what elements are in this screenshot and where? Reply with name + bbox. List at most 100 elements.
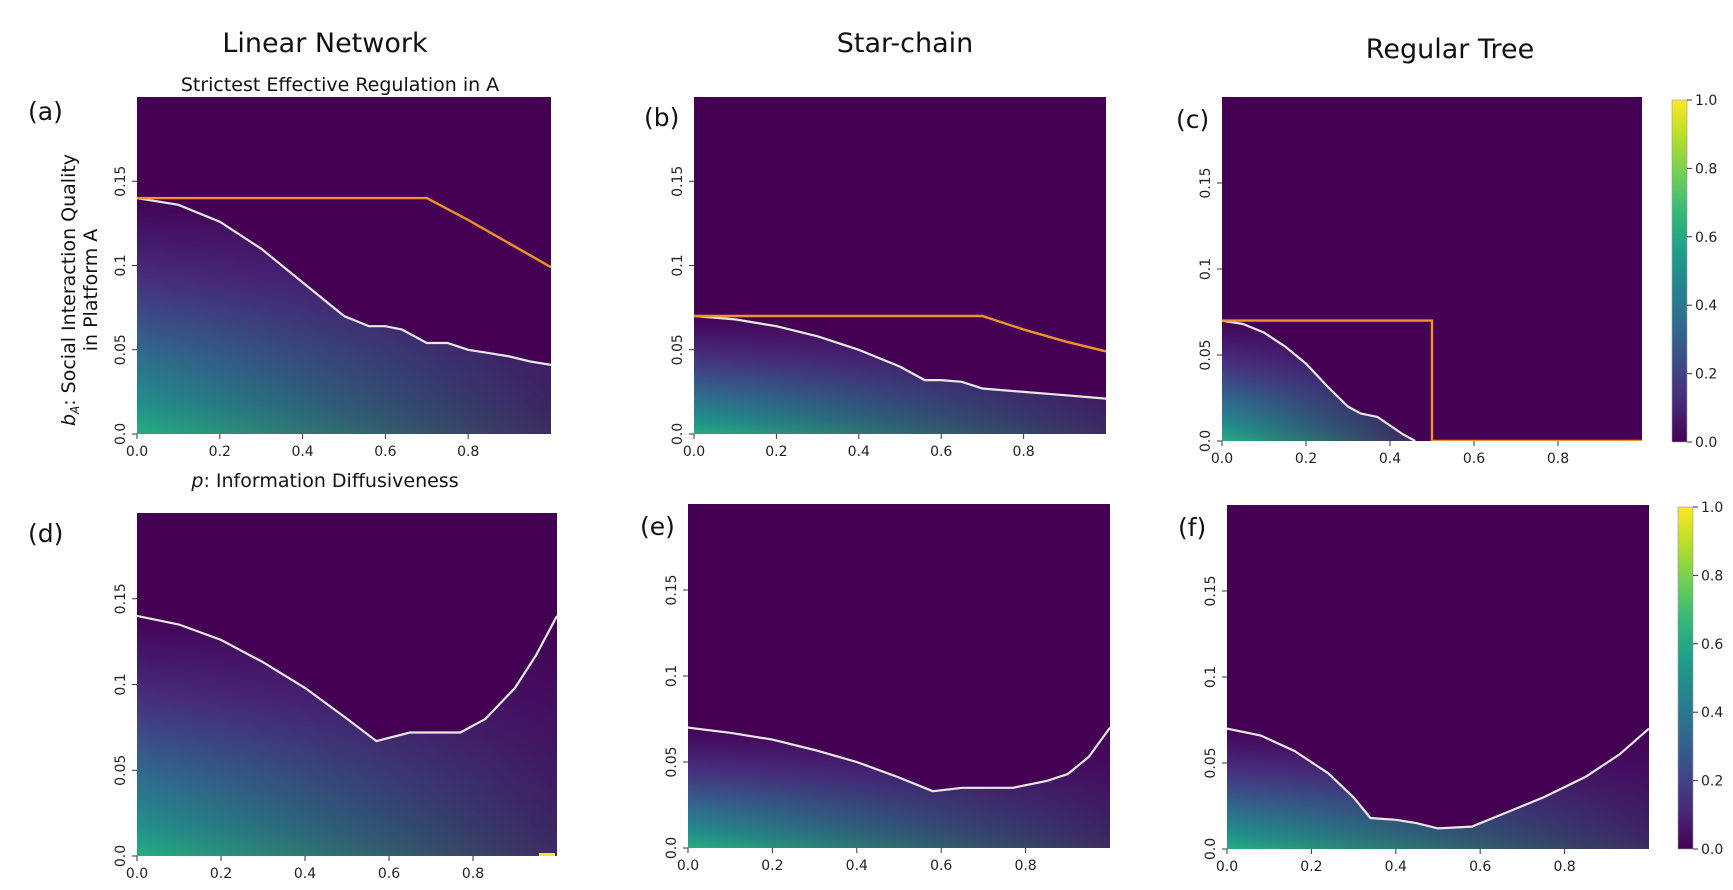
x-tick-label: 0.0 bbox=[126, 866, 148, 882]
heatmap-shading bbox=[688, 727, 1110, 848]
x-tick-label: 0.6 bbox=[378, 866, 400, 882]
colorbar-tick-label: 1.0 bbox=[1701, 500, 1723, 516]
panel-f: 0.0 0.2 0.4 0.6 0.8 0.0 0.05 0.1 0.15 (f) bbox=[1178, 505, 1649, 875]
colorbar-scale bbox=[1677, 506, 1694, 850]
y-tick-label: 0.15 bbox=[113, 583, 129, 614]
x-tick-label: 0.8 bbox=[462, 866, 484, 882]
x-tick-label: 0.2 bbox=[210, 866, 232, 882]
boundary-line bbox=[137, 614, 557, 743]
panel-label: (b) bbox=[644, 103, 679, 132]
y-axis-label: bA: Social Interaction Quality in Platfo… bbox=[58, 154, 102, 426]
y-tick-label: 0.0 bbox=[670, 423, 686, 445]
y-tick-label: 0.05 bbox=[113, 755, 129, 786]
x-tick-label: 0.2 bbox=[765, 444, 787, 460]
y-axis-label-line2: in Platform A bbox=[80, 229, 102, 352]
colorbar-tick-label: 0.0 bbox=[1701, 842, 1723, 858]
y-tick-label: 0.15 bbox=[1203, 575, 1219, 606]
x-tick-label: 0.8 bbox=[1014, 858, 1036, 874]
x-tick-label: 0.0 bbox=[677, 858, 699, 874]
boundary-line bbox=[1222, 319, 1416, 441]
y-tick-label: 0.1 bbox=[1203, 666, 1219, 688]
y-tick-label: 0.15 bbox=[664, 574, 680, 605]
panel-label: (e) bbox=[640, 512, 675, 541]
x-tick-label: 0.4 bbox=[294, 866, 316, 882]
y-tick-label: 0.0 bbox=[113, 423, 129, 445]
y-axis-label-sub: A bbox=[68, 406, 82, 415]
colorbar-tick-label: 0.2 bbox=[1695, 367, 1717, 383]
panel-label: (a) bbox=[28, 97, 63, 126]
y-tick-label: 0.05 bbox=[1203, 747, 1219, 778]
heatmap-shading bbox=[1222, 320, 1416, 441]
colorbar-scale bbox=[1671, 99, 1688, 443]
y-tick-label: 0.1 bbox=[1198, 258, 1214, 280]
y-tick-label: 0.0 bbox=[664, 837, 680, 859]
x-axis-label: p: Information Diffusiveness bbox=[190, 470, 458, 492]
colorbar-tick-label: 1.0 bbox=[1695, 93, 1717, 109]
y-tick-label: 0.0 bbox=[113, 845, 129, 867]
svg-text:bA: Social Interaction Quality: bA: Social Interaction Quality bbox=[58, 154, 82, 426]
column-title-regular-tree: Regular Tree bbox=[1366, 34, 1534, 65]
x-tick-label: 0.6 bbox=[930, 444, 952, 460]
regulation-line bbox=[694, 314, 1106, 353]
x-tick-label: 0.6 bbox=[930, 858, 952, 874]
y-axis-label-var: b bbox=[58, 414, 80, 426]
y-axis-label-text: : Social Interaction Quality bbox=[58, 154, 80, 406]
colorbar-tick-label: 0.4 bbox=[1695, 298, 1717, 314]
heatmap-shading bbox=[1227, 728, 1649, 849]
x-tick-label: 0.6 bbox=[374, 444, 396, 460]
top-row-title: Strictest Effective Regulation in A bbox=[181, 74, 499, 96]
x-tick-label: 0.0 bbox=[126, 444, 148, 460]
x-tick-label: 0.4 bbox=[291, 444, 313, 460]
panels-group: 0.0 0.2 0.4 0.6 0.80.00.050.10.15(a)0.0 0.2 0.… bbox=[28, 97, 1649, 882]
panel-d: 0.0 0.2 0.4 0.6 0.8 0.0 0.05 0.1 0.15 (d) bbox=[28, 513, 557, 882]
colorbar-tick-label: 0.4 bbox=[1701, 705, 1723, 721]
x-tick-label: 0.0 bbox=[683, 444, 705, 460]
regulation-line bbox=[1222, 319, 1642, 441]
panel-a: 0.0 0.2 0.4 0.6 0.8 0.0 0.05 0.1 0.15 (a) bbox=[28, 97, 551, 460]
colorbar-tick-label: 0.0 bbox=[1695, 435, 1717, 451]
x-tick-label: 0.2 bbox=[1300, 859, 1322, 875]
x-tick-label: 0.8 bbox=[1553, 859, 1575, 875]
y-tick-label: 0.15 bbox=[670, 166, 686, 197]
boundary-line bbox=[694, 314, 1106, 400]
y-tick-label: 0.15 bbox=[1198, 167, 1214, 198]
x-tick-label: 0.2 bbox=[1295, 451, 1317, 467]
y-tick-label: 0.05 bbox=[1198, 339, 1214, 370]
colorbar-tick-label: 0.6 bbox=[1701, 637, 1723, 653]
x-tick-label: 0.4 bbox=[848, 444, 870, 460]
colorbar-2: 1.0 0.8 0.6 0.4 0.2 0.0 bbox=[1677, 500, 1723, 858]
y-tick-label: 0.1 bbox=[113, 673, 129, 695]
boundary-line bbox=[688, 726, 1110, 793]
y-tick-label: 0.05 bbox=[670, 334, 686, 365]
y-tick-label: 0.0 bbox=[1203, 838, 1219, 860]
heatmap-shading bbox=[137, 615, 557, 856]
x-axis-label-text: : Information Diffusiveness bbox=[203, 470, 458, 492]
x-tick-label: 0.4 bbox=[846, 858, 868, 874]
panel-e: 0.0 0.2 0.4 0.6 0.8 0.0 0.05 0.1 0.15 (e) bbox=[640, 504, 1110, 874]
x-tick-label: 0.8 bbox=[457, 444, 479, 460]
x-tick-label: 0.6 bbox=[1469, 859, 1491, 875]
y-tick-label: 0.15 bbox=[113, 166, 129, 197]
y-tick-label: 0.05 bbox=[664, 746, 680, 777]
y-tick-label: 0.1 bbox=[670, 254, 686, 276]
y-tick-label: 0.05 bbox=[113, 334, 129, 365]
x-tick-label: 0.4 bbox=[1379, 451, 1401, 467]
panel-label: (c) bbox=[1176, 105, 1209, 134]
y-tick-label: 0.0 bbox=[1198, 430, 1214, 452]
colorbar-tick-label: 0.6 bbox=[1695, 230, 1717, 246]
x-tick-label: 0.0 bbox=[1216, 859, 1238, 875]
column-title-linear: Linear Network bbox=[222, 28, 428, 59]
panel-b: 0.0 0.2 0.4 0.6 0.8 0.0 0.05 0.1 0.15 (b) bbox=[644, 97, 1106, 460]
x-tick-label: 0.8 bbox=[1012, 444, 1034, 460]
colorbars-group: 1.0 0.8 0.6 0.4 0.2 0.0 1.0 0.8 0.6 0.4 0.2 0.0 bbox=[1671, 93, 1723, 858]
column-title-star-chain: Star-chain bbox=[837, 28, 974, 59]
panel-label: (d) bbox=[28, 519, 63, 548]
x-tick-label: 0.8 bbox=[1547, 451, 1569, 467]
x-tick-label: 0.6 bbox=[1463, 451, 1485, 467]
x-tick-label: 0.0 bbox=[1211, 451, 1233, 467]
x-tick-label: 0.2 bbox=[761, 858, 783, 874]
x-tick-label: 0.4 bbox=[1385, 859, 1407, 875]
panel-label: (f) bbox=[1178, 513, 1206, 542]
colorbar-1: 1.0 0.8 0.6 0.4 0.2 0.0 bbox=[1671, 93, 1717, 451]
